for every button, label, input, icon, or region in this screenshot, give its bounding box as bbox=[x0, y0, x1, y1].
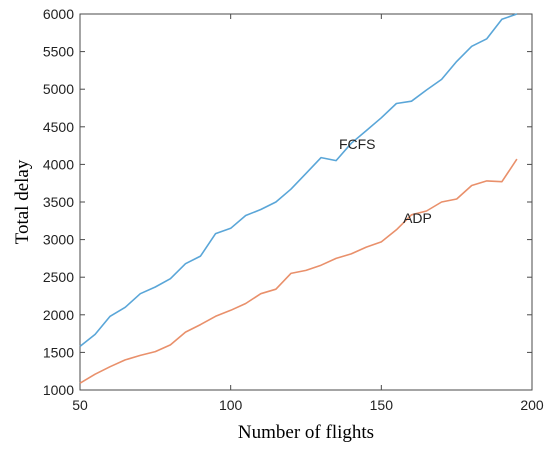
plot-frame bbox=[79, 13, 533, 391]
series-layer: FCFS ADP bbox=[79, 13, 518, 384]
x-tick-label: 100 bbox=[219, 397, 243, 413]
y-tick-label: 1500 bbox=[43, 344, 74, 360]
y-tick-label: 4000 bbox=[43, 156, 74, 172]
y-tick-label: 6000 bbox=[43, 6, 74, 22]
series-line-adp bbox=[79, 158, 518, 384]
y-axis: 1000 1500 2000 2500 3000 3500 4000 4500 5000 5500… bbox=[43, 6, 532, 398]
x-tick-label: 50 bbox=[72, 397, 88, 413]
x-tick-label: 200 bbox=[520, 397, 544, 413]
x-tick-label: 150 bbox=[370, 397, 394, 413]
x-axis-title: Number of flights bbox=[238, 422, 374, 443]
y-tick-label: 3500 bbox=[43, 194, 74, 210]
y-tick-label: 2000 bbox=[43, 307, 74, 323]
y-tick-label: 1000 bbox=[43, 382, 74, 398]
y-tick-label: 4500 bbox=[43, 119, 74, 135]
series-label-fcfs: FCFS bbox=[339, 136, 376, 152]
y-tick-label: 2500 bbox=[43, 269, 74, 285]
series-line-fcfs bbox=[79, 13, 518, 348]
y-tick-label: 3000 bbox=[43, 232, 74, 248]
plot-area bbox=[79, 13, 533, 391]
y-tick-label: 5500 bbox=[43, 44, 74, 60]
y-tick-label: 5000 bbox=[43, 81, 74, 97]
series-label-adp: ADP bbox=[403, 210, 432, 226]
x-axis: 50 100 150 200 bbox=[72, 14, 544, 413]
y-axis-title: Total delay bbox=[12, 159, 33, 244]
